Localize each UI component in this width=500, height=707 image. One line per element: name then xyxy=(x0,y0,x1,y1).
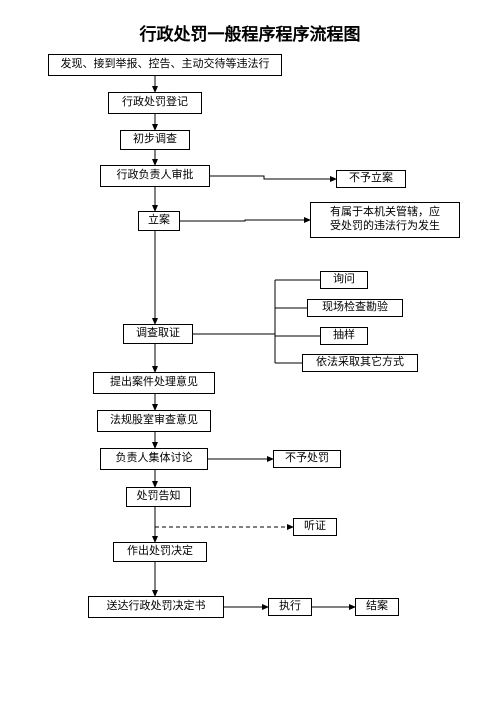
node-n7: 提出案件处理意见 xyxy=(93,372,215,394)
edge-layer xyxy=(0,0,500,707)
node-n12: 送达行政处罚决定书 xyxy=(88,596,224,618)
edge xyxy=(180,220,310,221)
node-n6: 调查取证 xyxy=(123,324,193,344)
node-n8: 法规股室审查意见 xyxy=(97,410,211,432)
node-n3: 初步调查 xyxy=(120,130,190,150)
node-n6c: 抽样 xyxy=(320,327,368,345)
node-n10: 处罚告知 xyxy=(126,487,191,507)
node-n13: 执行 xyxy=(268,598,312,616)
node-n6a: 询问 xyxy=(320,271,368,289)
node-n6b: 现场检查勘验 xyxy=(307,299,403,317)
node-n5b: 有属于本机关管辖，应 受处罚的违法行为发生 xyxy=(310,202,460,238)
node-n10b: 听证 xyxy=(293,518,337,536)
node-n9b: 不予处罚 xyxy=(273,450,341,468)
node-n4b: 不予立案 xyxy=(336,170,406,188)
edge xyxy=(210,176,336,179)
node-n5: 立案 xyxy=(138,211,180,231)
node-n9: 负责人集体讨论 xyxy=(100,448,208,470)
page-title: 行政处罚一般程序程序流程图 xyxy=(0,20,500,45)
flowchart-canvas: 行政处罚一般程序程序流程图 发现、接到举报、控告、主动交待等违法行行政处罚登记初… xyxy=(0,0,500,707)
node-n14: 结案 xyxy=(355,598,399,616)
node-n4: 行政负责人审批 xyxy=(100,165,210,187)
node-n11: 作出处罚决定 xyxy=(113,542,207,562)
node-n6d: 依法采取其它方式 xyxy=(302,354,418,372)
node-n2: 行政处罚登记 xyxy=(108,92,202,114)
node-n1: 发现、接到举报、控告、主动交待等违法行 xyxy=(48,54,282,76)
